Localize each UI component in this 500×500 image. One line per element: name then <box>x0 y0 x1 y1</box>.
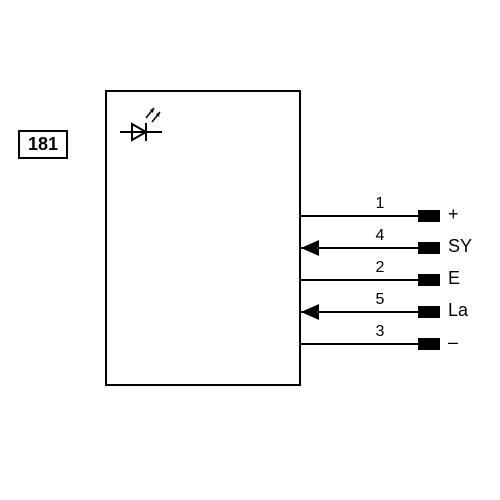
pin-wire <box>301 247 430 249</box>
pin-number: 2 <box>370 259 390 277</box>
terminal-block <box>418 210 440 222</box>
diagram-id: 181 <box>28 134 58 154</box>
pin-wire <box>301 215 430 217</box>
terminal-block <box>418 306 440 318</box>
led-icon <box>120 102 170 152</box>
terminal-label: SY <box>448 236 472 257</box>
pin-number: 1 <box>370 195 390 213</box>
terminal-block <box>418 274 440 286</box>
pin-number: 3 <box>370 323 390 341</box>
pin-number: 5 <box>370 291 390 309</box>
terminal-block <box>418 338 440 350</box>
terminal-label: La <box>448 300 468 321</box>
input-arrow-icon <box>301 304 319 320</box>
terminal-label: + <box>448 204 459 225</box>
pin-wire <box>301 343 430 345</box>
pin-number: 4 <box>370 227 390 245</box>
pin-wire <box>301 311 430 313</box>
terminal-block <box>418 242 440 254</box>
pin-wire <box>301 279 430 281</box>
input-arrow-icon <box>301 240 319 256</box>
diagram-id-box: 181 <box>18 130 68 159</box>
terminal-label: – <box>448 332 458 353</box>
terminal-label: E <box>448 268 460 289</box>
